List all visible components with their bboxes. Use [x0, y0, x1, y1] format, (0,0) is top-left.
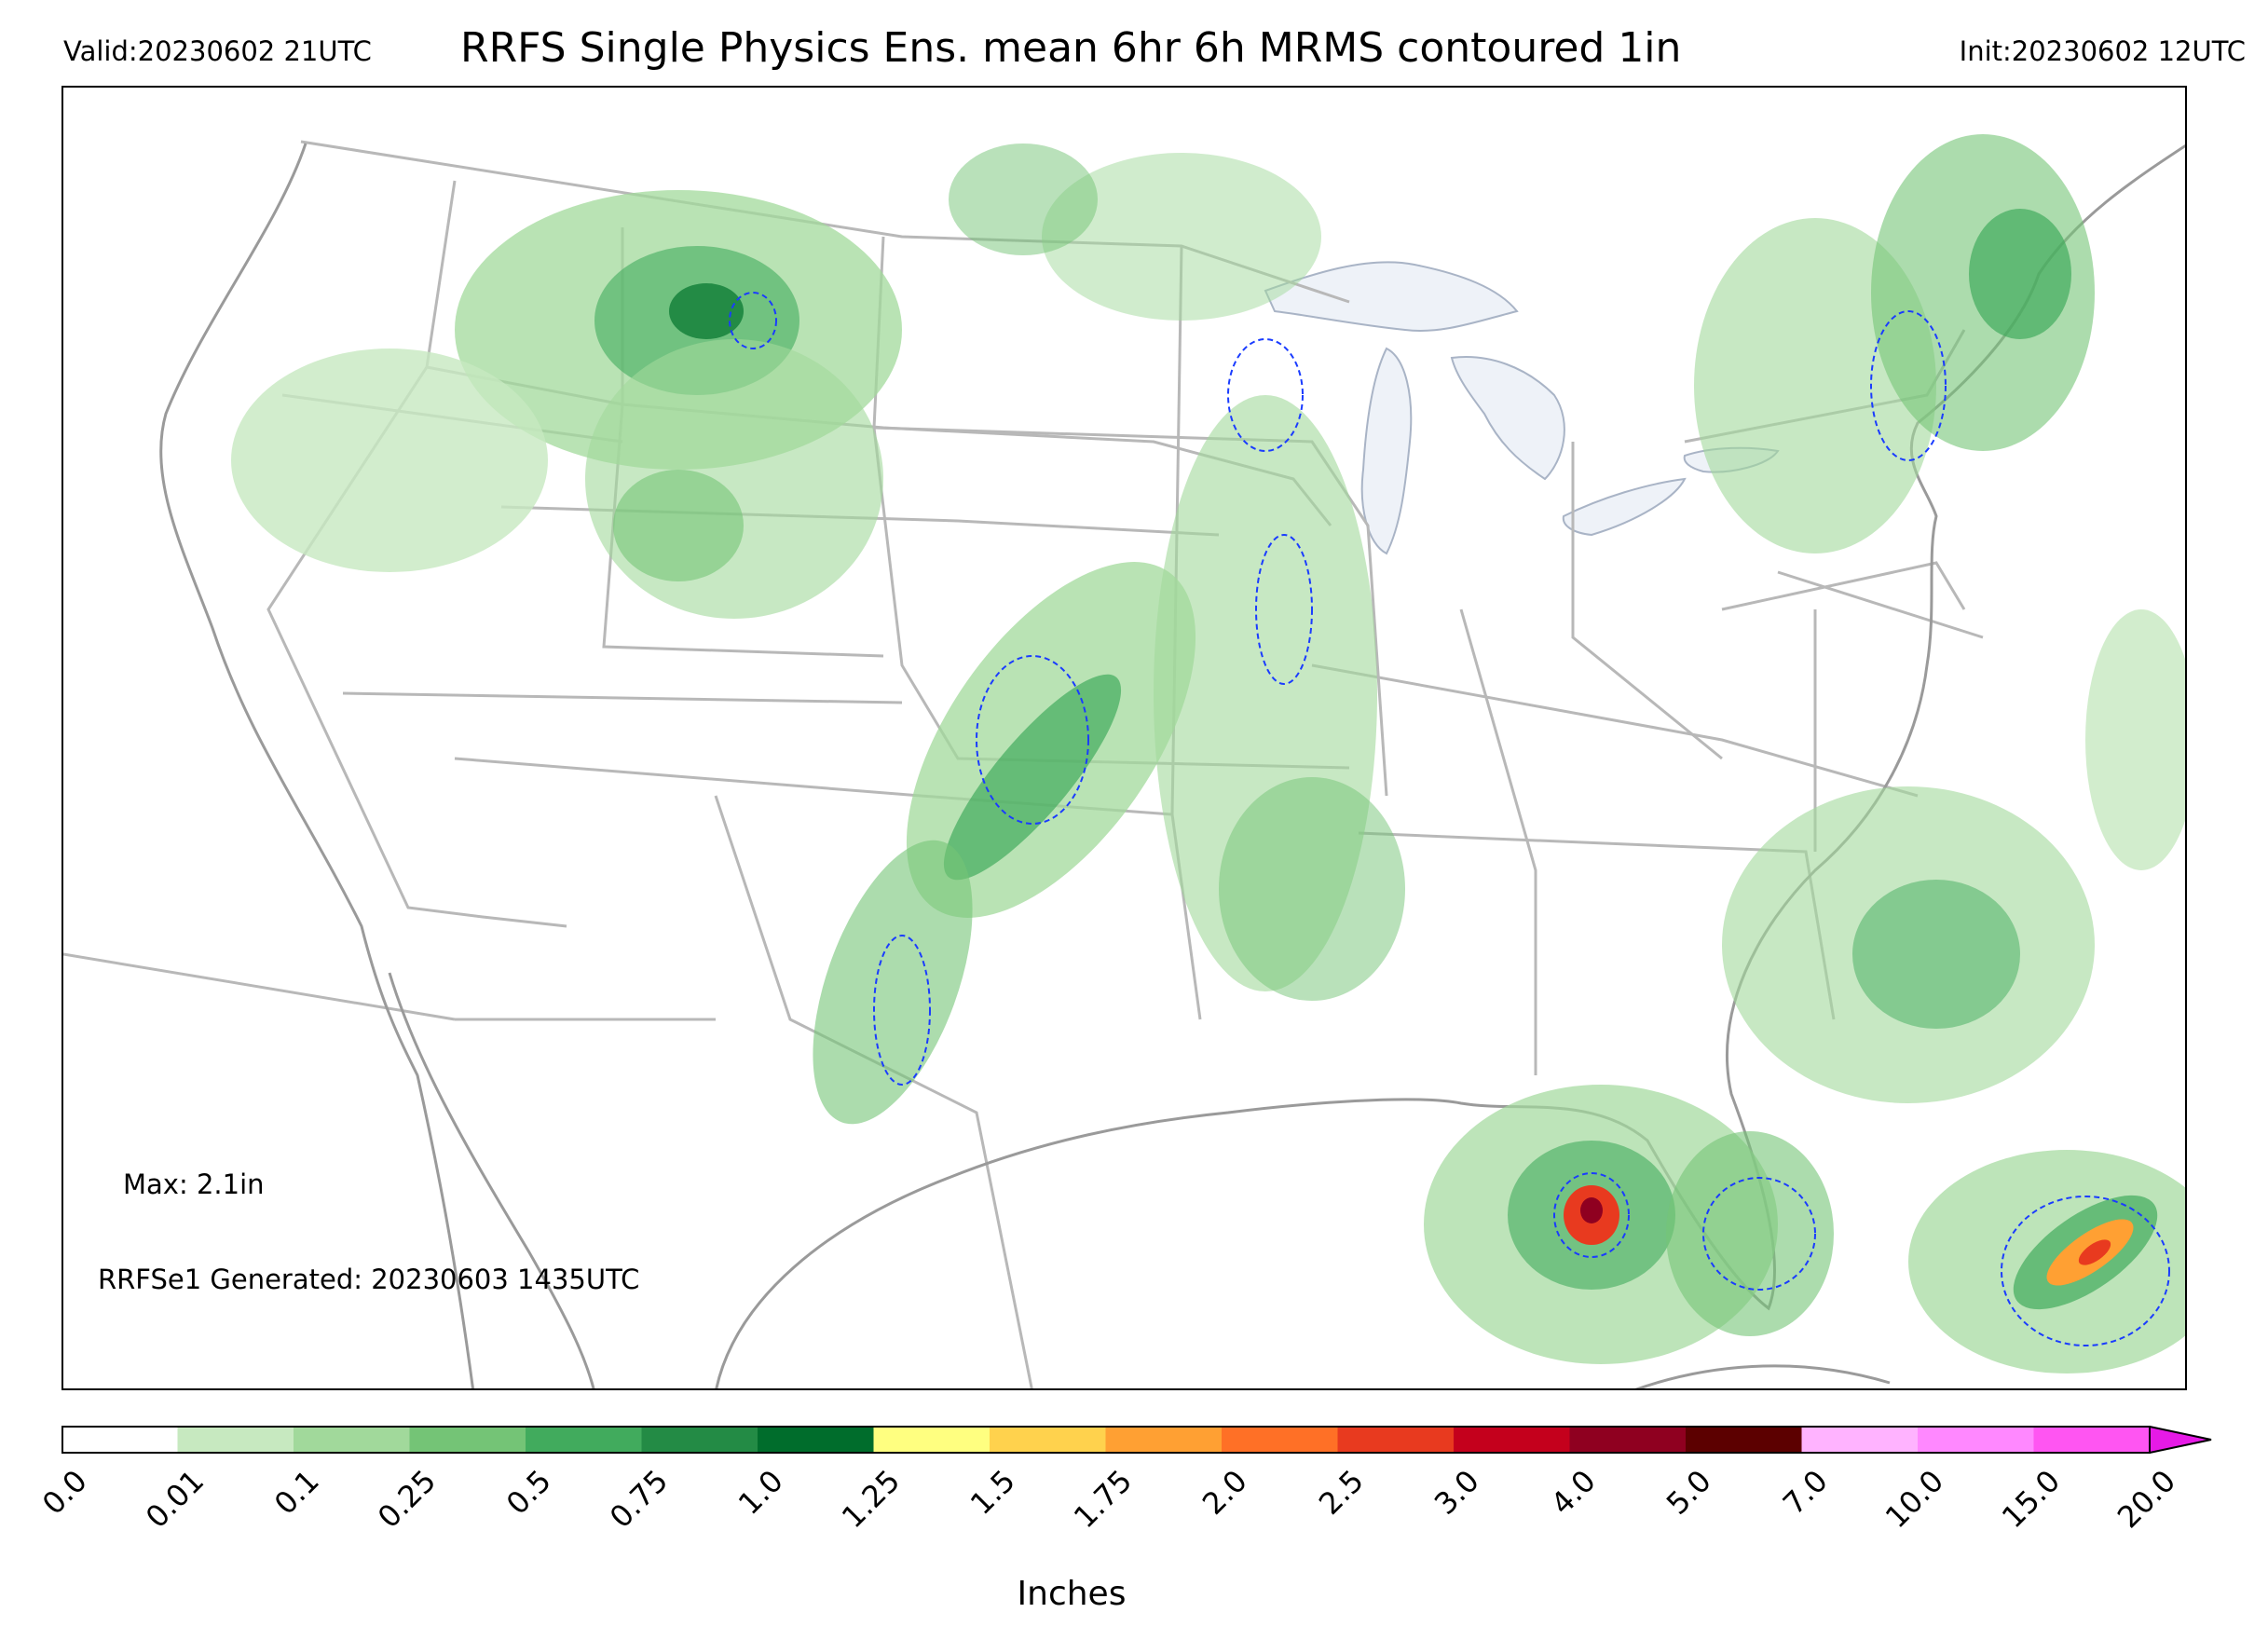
- colorbar-segment: [1686, 1427, 1802, 1453]
- chart-title: RRFS Single Physics Ens. mean 6hr 6h MRM…: [460, 24, 1682, 72]
- precip-region: [585, 339, 883, 619]
- colorbar-tick-label: 4.0: [1543, 1463, 1603, 1522]
- colorbar-segment: [1454, 1427, 1570, 1453]
- border-line: [1777, 570, 1984, 639]
- colorbar-extend-arrow: [2149, 1425, 2212, 1455]
- colorbar-segment: [1569, 1427, 1687, 1453]
- generated-label: RRFSe1 Generated: 20230603 1435UTC: [98, 1264, 640, 1295]
- contour: [873, 935, 931, 1086]
- lake-michigan: [1360, 347, 1413, 555]
- colorbar-segment: [990, 1427, 1106, 1453]
- colorbar-tick-label: 5.0: [1659, 1463, 1718, 1522]
- precip-region: [1219, 777, 1405, 1001]
- colorbar-tick-label: 0.01: [138, 1463, 211, 1536]
- border-line: [1311, 663, 1919, 798]
- colorbar-segment: [1918, 1427, 2034, 1453]
- precip-region: [949, 144, 1098, 255]
- colorbar-segment: [526, 1427, 642, 1453]
- contour: [976, 655, 1089, 825]
- precip-region: [943, 674, 1122, 881]
- colorbar-segment: [1222, 1427, 1338, 1453]
- colorbar-tick-label: 1.0: [731, 1463, 790, 1522]
- precip-map: [63, 134, 2185, 1388]
- colorbar-tick-label: 1.75: [1066, 1463, 1139, 1536]
- contour: [729, 292, 777, 349]
- colorbar-tick-label: 7.0: [1775, 1463, 1835, 1522]
- precip-region: [813, 840, 973, 1125]
- colorbar-tick-label: 0.25: [370, 1463, 443, 1536]
- colorbar-segment: [1337, 1427, 1455, 1453]
- colorbar-segment: [641, 1427, 758, 1453]
- precip-region: [613, 470, 744, 581]
- precip-region: [231, 348, 548, 572]
- colorbar-units-label: Inches: [1017, 1575, 1127, 1613]
- colorbar-tick-label: 0.75: [602, 1463, 675, 1536]
- colorbar-tick-label: 20.0: [2110, 1463, 2183, 1536]
- colorbar-tick-label: 3.0: [1427, 1463, 1486, 1522]
- colorbar-segment: [2033, 1427, 2151, 1453]
- colorbar-segment: [758, 1427, 874, 1453]
- border-line: [63, 952, 456, 1021]
- mrms-contours: [729, 292, 2170, 1346]
- baja-coast: [388, 972, 595, 1388]
- colorbar-segment: [873, 1427, 991, 1453]
- precip-region: [2085, 609, 2185, 870]
- border-line: [1721, 561, 1966, 611]
- colorbar-segment: [1105, 1427, 1223, 1453]
- contour: [1870, 310, 1947, 461]
- cuba-coast: [1634, 1364, 1891, 1388]
- colorbar-svg: [61, 1425, 2212, 1455]
- contour: [1255, 534, 1313, 685]
- precip-region: [1042, 153, 1321, 321]
- precip-region: [1969, 209, 2071, 339]
- precip-region: [1580, 1197, 1603, 1223]
- colorbar-segment: [409, 1427, 526, 1453]
- colorbar-tick-label: 2.0: [1195, 1463, 1254, 1522]
- colorbar-segment: [1801, 1427, 1919, 1453]
- contour: [2001, 1196, 2170, 1346]
- border-line: [1571, 442, 1723, 760]
- contour: [1702, 1177, 1816, 1291]
- colorbar-tick-label: 0.1: [266, 1463, 326, 1522]
- colorbar-segment: [177, 1427, 294, 1453]
- border-line: [1459, 608, 1537, 1075]
- map-panel: Max: 2.1in RRFSe1 Generated: 20230603 14…: [61, 86, 2187, 1390]
- lake-erie: [1562, 477, 1687, 537]
- precip-region: [2078, 1239, 2111, 1265]
- colorbar-segment: [294, 1427, 410, 1453]
- colorbar-tick-label: 0.5: [499, 1463, 558, 1522]
- colorbar-tick-label: 2.5: [1311, 1463, 1371, 1522]
- contour: [1227, 338, 1304, 452]
- colorbar-tick-label: 1.25: [834, 1463, 907, 1536]
- lake-superior: [1264, 261, 1519, 332]
- valid-time: Valid:20230602 21UTC: [63, 35, 372, 67]
- colorbar-tick-label: 10.0: [1878, 1463, 1951, 1536]
- colorbar-outline: [61, 1426, 2151, 1454]
- colorbar-tick-label: 1.5: [963, 1463, 1022, 1522]
- colorbar: [61, 1425, 2214, 1457]
- colorbar-tick-label: 0.0: [34, 1463, 94, 1522]
- colorbar-tick-label: 15.0: [1994, 1463, 2067, 1536]
- init-time: Init:20230602 12UTC: [1959, 35, 2246, 67]
- precip-fill: [231, 134, 2185, 1374]
- contour: [1553, 1172, 1630, 1258]
- max-value-label: Max: 2.1in: [123, 1168, 265, 1200]
- precip-region: [669, 283, 744, 339]
- pacific-coast: [159, 143, 474, 1388]
- border-line: [342, 691, 903, 704]
- border-line: [266, 180, 567, 928]
- lake-huron: [1450, 356, 1565, 481]
- precip-region: [1666, 1131, 1834, 1336]
- colorbar-segment: [61, 1427, 178, 1453]
- precip-region: [1852, 880, 2020, 1029]
